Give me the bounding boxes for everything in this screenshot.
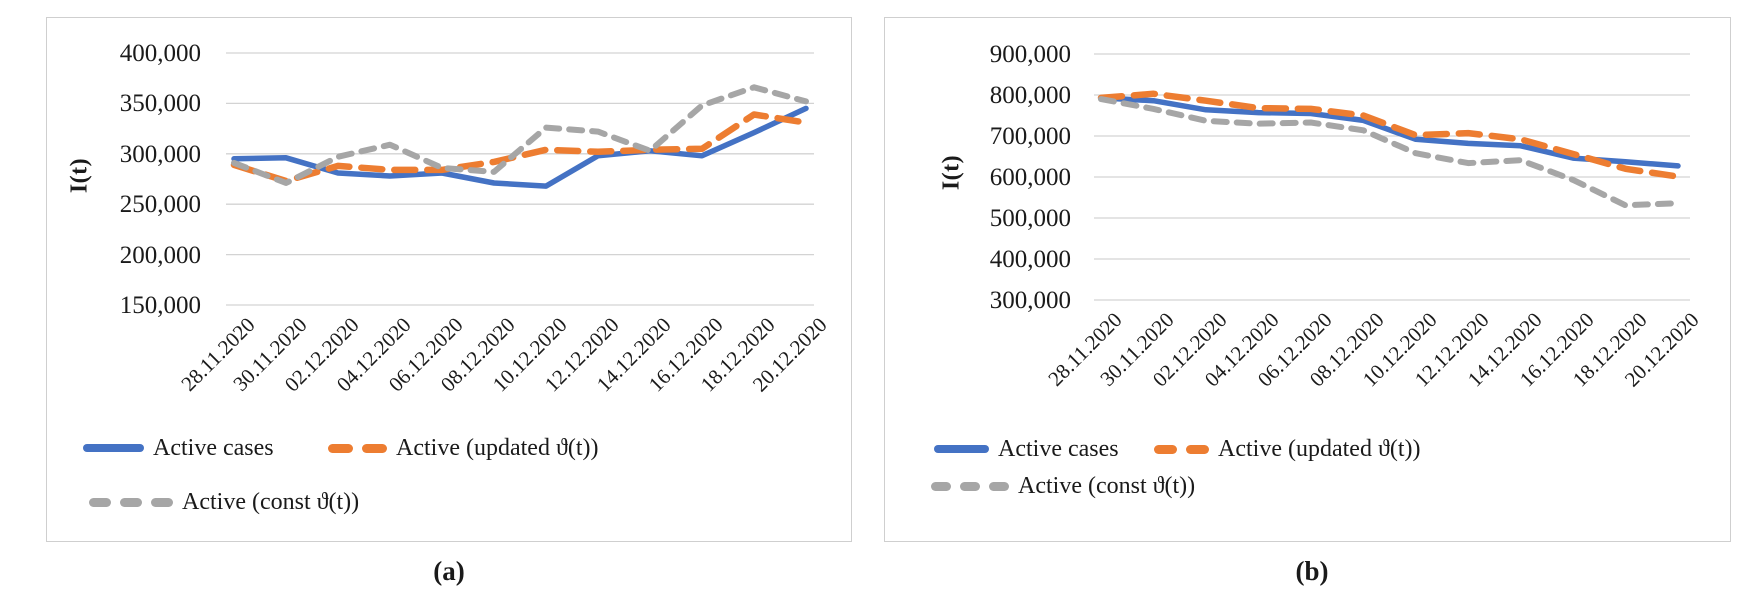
chart-panel-b: I(t) Active cases Active (updated ϑ(t)) …: [884, 17, 1731, 542]
legend-swatch-solid-line: [934, 445, 989, 453]
y-tick-label: 600,000: [989, 164, 1071, 191]
y-tick-label: 300,000: [989, 287, 1071, 314]
legend-label: Active cases: [153, 434, 274, 461]
legend-label: Active (const ϑ(t)): [1018, 472, 1196, 499]
y-tick-label: 300,000: [119, 140, 201, 168]
series-active-updated-t-: [1097, 90, 1682, 180]
series-active-updated-t-: [230, 111, 810, 185]
legend-item-active-const-a: Active (const ϑ(t)): [89, 489, 359, 515]
legend-label: Active (updated ϑ(t)): [1218, 435, 1421, 462]
legend-label: Active cases: [998, 435, 1119, 462]
legend-item-active-cases-b: Active cases: [934, 436, 1119, 462]
legend-item-active-cases-a: Active cases: [83, 435, 274, 461]
legend-swatch-short-dash: [931, 481, 1009, 491]
line-chart-a: [226, 52, 814, 306]
y-tick-label: 200,000: [119, 241, 201, 269]
legend-swatch-short-dash: [89, 497, 173, 507]
legend-swatch-long-dash: [1154, 444, 1209, 454]
y-tick-label: 400,000: [989, 246, 1071, 273]
series-active-const-t-: [231, 84, 809, 186]
y-tick-label: 350,000: [119, 90, 201, 118]
y-tick-label: 500,000: [989, 205, 1071, 232]
y-tick-label: 400,000: [119, 40, 201, 67]
legend-swatch-solid-line: [83, 444, 144, 452]
legend-item-active-updated-b: Active (updated ϑ(t)): [1154, 436, 1420, 462]
y-tick-label: 250,000: [119, 191, 201, 219]
legend-label: Active (const ϑ(t)): [182, 488, 360, 515]
legend-label: Active (updated ϑ(t)): [396, 434, 599, 461]
line-chart-b: [1094, 53, 1690, 301]
y-tick-label: 150,000: [119, 292, 201, 319]
y-tick-label: 800,000: [989, 82, 1071, 109]
caption-a: (a): [433, 556, 465, 586]
y-tick-label: 900,000: [989, 41, 1071, 68]
legend-item-active-const-b: Active (const ϑ(t)): [931, 473, 1195, 499]
caption-b: (b): [1295, 556, 1329, 586]
legend-item-active-updated-a: Active (updated ϑ(t)): [328, 435, 598, 461]
y-tick-label: 700,000: [989, 123, 1071, 150]
legend-swatch-long-dash: [328, 443, 387, 453]
series-active-const-t-: [1098, 96, 1681, 209]
series-active-cases: [1098, 95, 1681, 169]
chart-panel-a: I(t) Active cases Active (updated ϑ(t)) …: [46, 17, 852, 542]
